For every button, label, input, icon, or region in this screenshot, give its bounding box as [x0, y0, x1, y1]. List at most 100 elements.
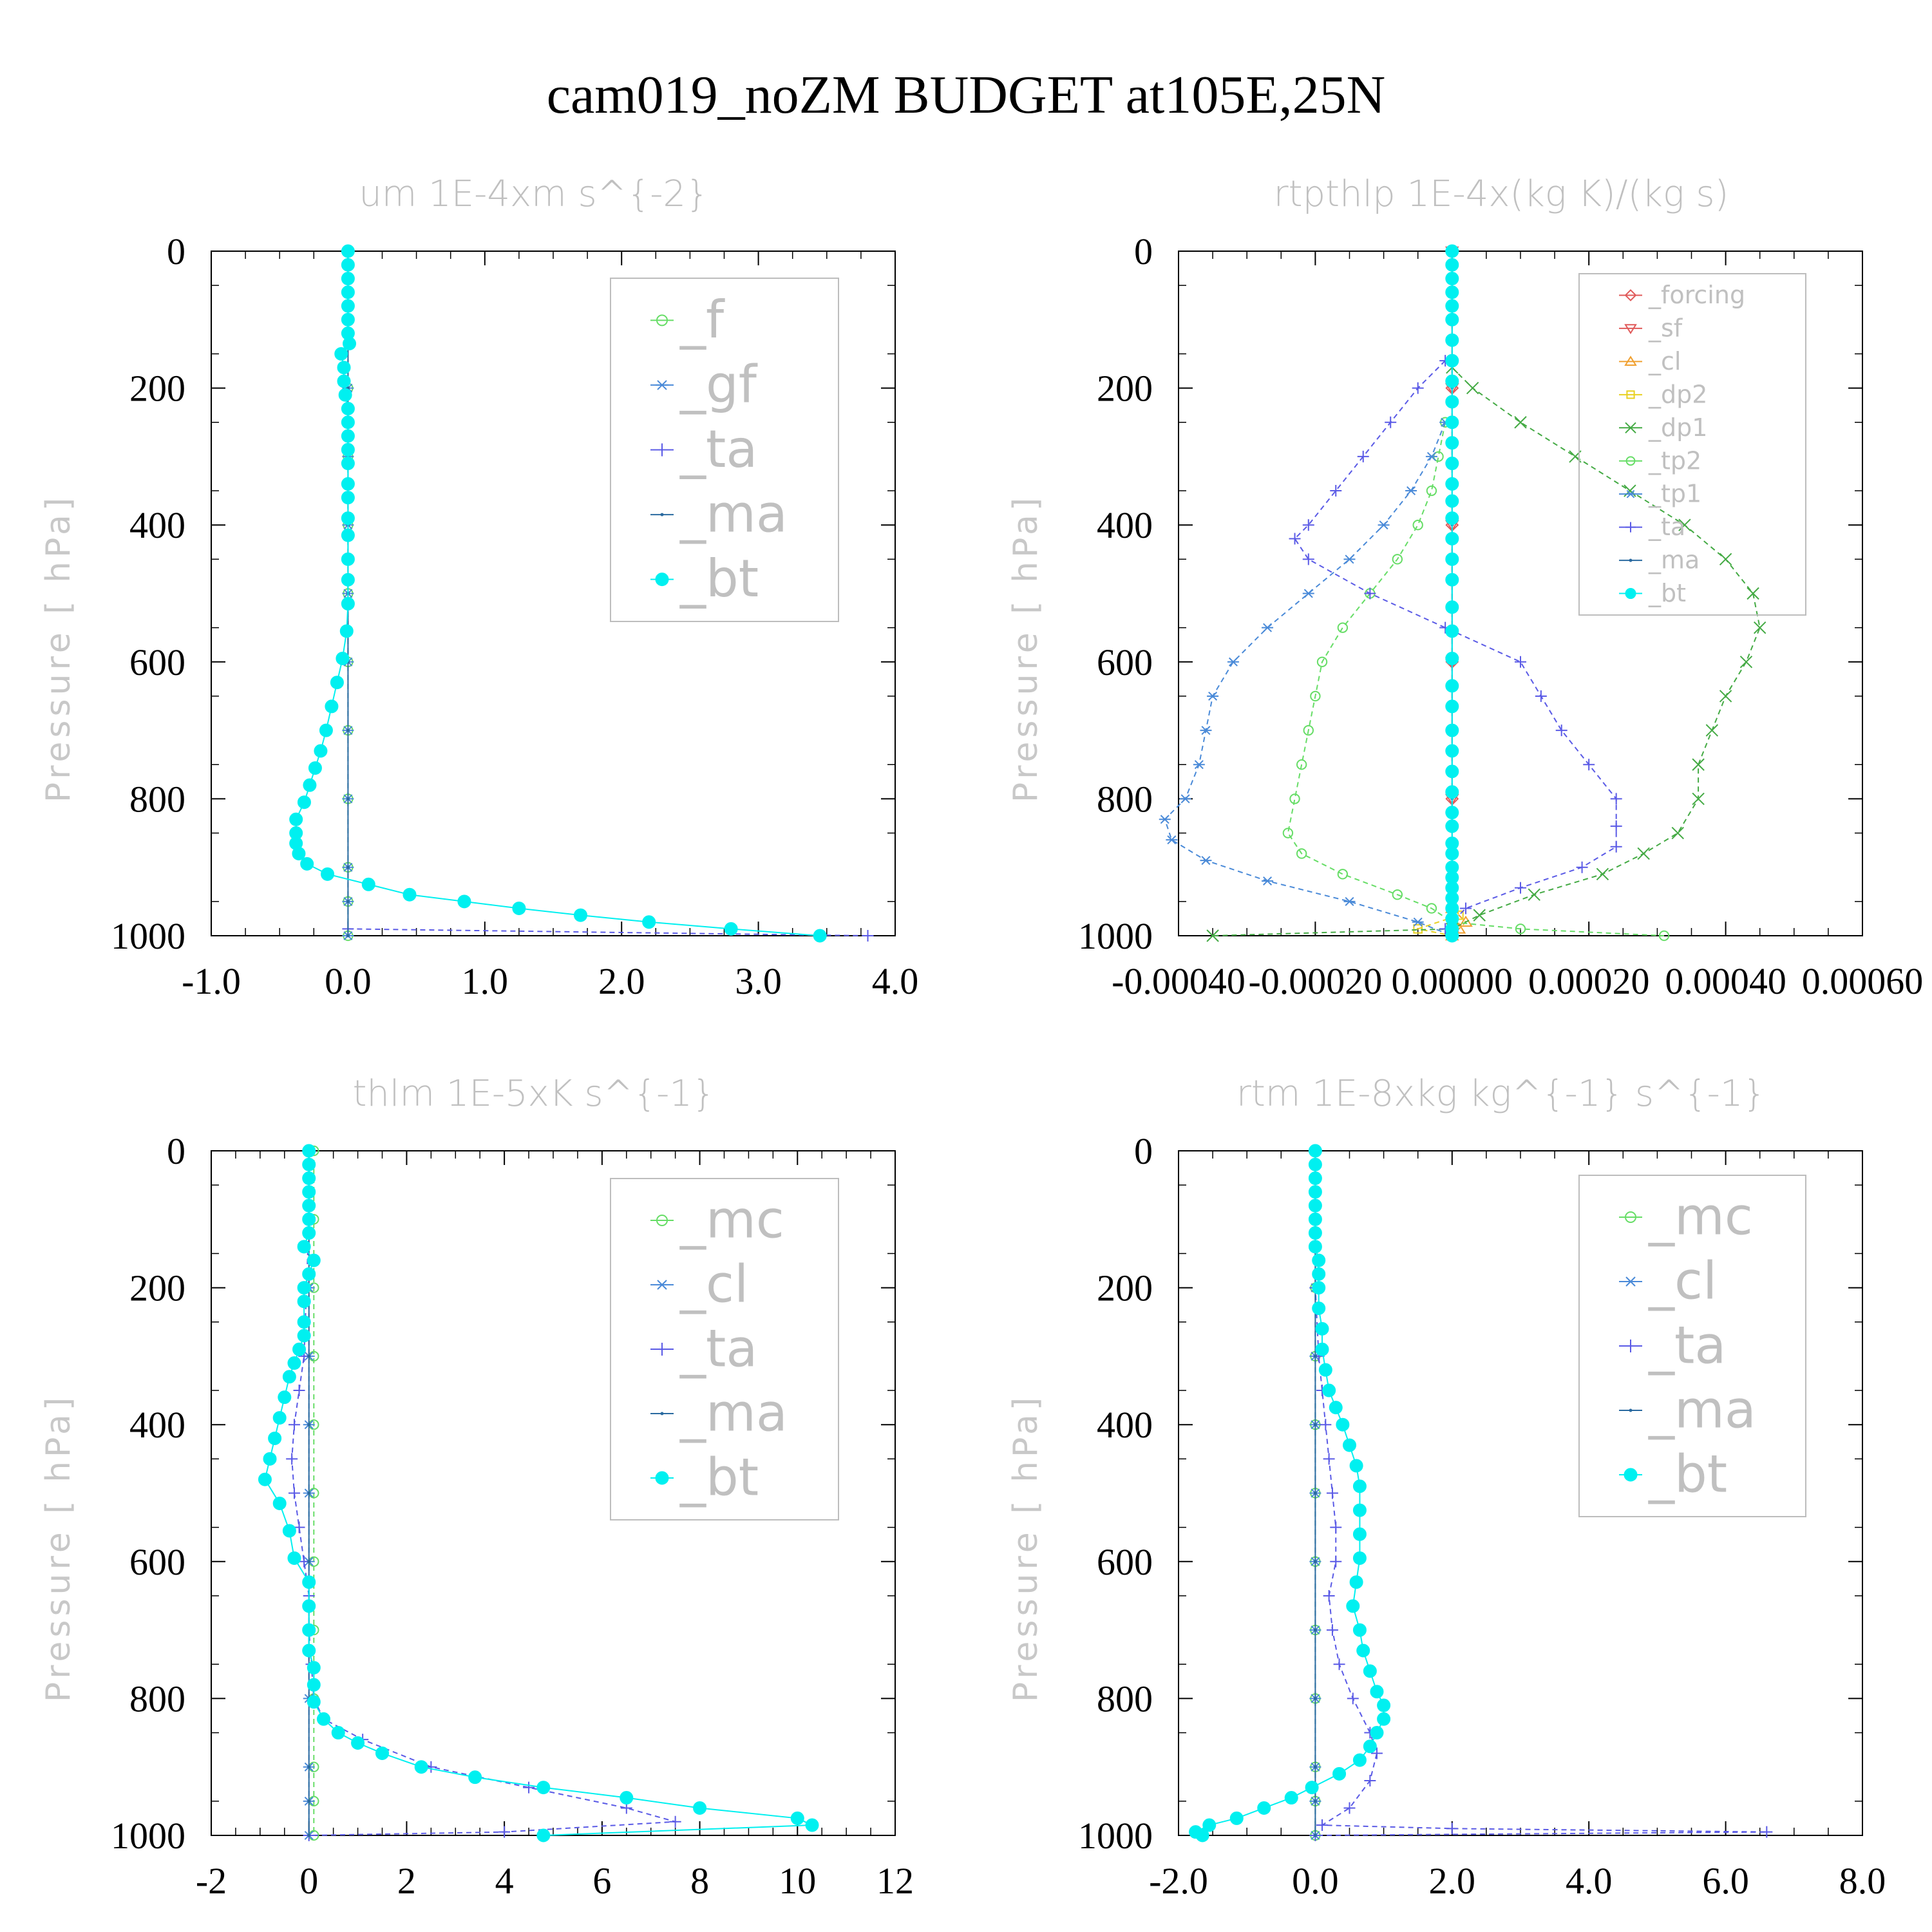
- panel-rtpthlp: rtpthlp 1E-4x(kg K)/(kg s) Pressure [ hPa…: [1007, 173, 1923, 1002]
- data-point: [1370, 1685, 1384, 1699]
- data-point: [1445, 806, 1459, 820]
- data-point: [1610, 793, 1622, 805]
- data-point: [302, 1599, 316, 1613]
- data-point: [307, 1661, 321, 1675]
- data-point: [307, 1765, 311, 1769]
- plot-frame: [1178, 1150, 1863, 1836]
- legend-label: _gf: [679, 354, 758, 414]
- data-point: [1303, 724, 1314, 736]
- data-point: [1352, 1503, 1367, 1517]
- data-point: [307, 1560, 311, 1564]
- data-point: [1445, 415, 1459, 430]
- x-tick-label: 0.00040: [1665, 960, 1786, 1002]
- x-tick-label: 0.00000: [1392, 960, 1513, 1002]
- data-point: [1445, 258, 1459, 272]
- data-point: [341, 244, 355, 258]
- legend-label: _mc: [679, 1189, 784, 1249]
- data-point: [1445, 244, 1459, 258]
- data-point: [1202, 1818, 1217, 1832]
- data-point: [1363, 1739, 1377, 1754]
- legend-label: _ma: [1648, 546, 1700, 574]
- data-point: [282, 1524, 296, 1538]
- data-point: [1364, 1774, 1376, 1786]
- y-tick-label: 200: [1097, 1267, 1153, 1309]
- data-point: [457, 895, 471, 909]
- data-point: [1446, 1823, 1458, 1835]
- data-point: [1528, 888, 1540, 901]
- data-point: [336, 651, 350, 665]
- y-tick-label: 800: [1097, 778, 1153, 820]
- legend-box: [1578, 1175, 1806, 1517]
- data-point: [1343, 896, 1356, 906]
- data-point: [1445, 819, 1459, 833]
- legend-marker: [1624, 289, 1637, 301]
- data-point: [1445, 457, 1459, 471]
- data-point: [1473, 909, 1486, 922]
- legend: _mc_cl_ta_ma_bt: [610, 1178, 839, 1520]
- data-point: [1370, 1747, 1383, 1759]
- data-point: [1352, 1623, 1367, 1637]
- x-tick-label: 8: [690, 1860, 709, 1902]
- data-point: [292, 1342, 307, 1356]
- y-tick-label: 400: [1097, 504, 1153, 546]
- data-point: [498, 1826, 511, 1838]
- data-point: [1357, 450, 1369, 462]
- legend-marker: [1625, 522, 1636, 533]
- data-point: [1445, 699, 1459, 714]
- data-point: [1412, 382, 1424, 394]
- legend-label: _ta: [1648, 1315, 1726, 1375]
- data-point: [642, 915, 656, 929]
- data-point: [1333, 1658, 1345, 1671]
- legend-marker: [1624, 355, 1637, 366]
- data-point: [1284, 1791, 1298, 1805]
- data-point: [341, 596, 355, 611]
- y-tick-label: 0: [1134, 231, 1153, 272]
- panel-title: rtpthlp 1E-4x(kg K)/(kg s): [1274, 173, 1729, 215]
- data-point: [351, 1736, 365, 1750]
- data-point: [297, 1294, 311, 1309]
- data-point: [1308, 1144, 1322, 1158]
- legend-label: _f: [679, 290, 725, 350]
- legend-label: _bt: [1648, 579, 1686, 607]
- data-point: [325, 699, 339, 714]
- data-point: [1445, 723, 1459, 737]
- data-point: [1459, 915, 1473, 927]
- legend-marker: [656, 1343, 668, 1356]
- data-point: [1330, 1521, 1342, 1533]
- data-point: [1364, 587, 1376, 600]
- data-point: [1445, 624, 1459, 638]
- data-point: [272, 1411, 287, 1425]
- data-point: [805, 1818, 819, 1832]
- data-point: [297, 1329, 311, 1343]
- data-point: [330, 676, 344, 690]
- data-point: [1193, 760, 1205, 770]
- legend: _forcing _sf _cl _dp2 _dp1 _tp2 _tp1 _ta _ma _bt: [1578, 273, 1806, 616]
- series-line: [1294, 360, 1617, 936]
- y-tick-label: 400: [129, 504, 185, 546]
- data-point: [302, 1185, 316, 1199]
- figure-title: cam019_noZM BUDGET at105E,25N: [547, 65, 1386, 125]
- y-tick-label: 600: [129, 641, 185, 683]
- plot-frame: [1178, 251, 1863, 936]
- data-point: [1200, 856, 1212, 866]
- legend-marker: [1625, 456, 1636, 466]
- data-point: [1445, 436, 1459, 450]
- data-point: [1405, 486, 1417, 496]
- x-tick-label: 6: [592, 1860, 611, 1902]
- data-point: [1445, 929, 1459, 943]
- data-point: [338, 388, 352, 402]
- data-point: [1352, 1753, 1367, 1767]
- data-point: [512, 901, 526, 915]
- data-point: [1330, 485, 1342, 497]
- x-tick-label: 0.0: [1292, 1860, 1339, 1902]
- series-bt: [289, 244, 827, 943]
- data-point: [1445, 354, 1459, 368]
- data-point: [1323, 1589, 1335, 1602]
- legend-marker: [656, 443, 668, 457]
- x-tick-label: 10: [779, 1860, 816, 1902]
- x-tick-label: 2.0: [598, 960, 645, 1002]
- data-point: [1753, 621, 1766, 634]
- data-point: [263, 1452, 277, 1466]
- data-point: [278, 1390, 292, 1405]
- legend-marker: [655, 1471, 669, 1485]
